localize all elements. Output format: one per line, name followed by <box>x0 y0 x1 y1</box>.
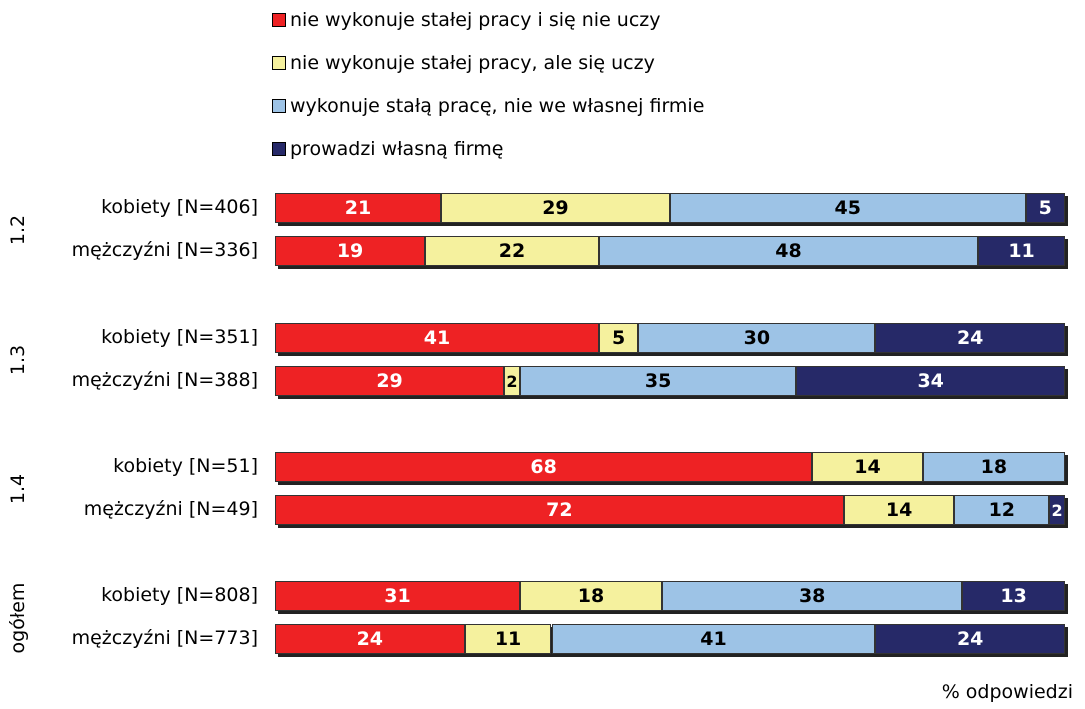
legend-item: nie wykonuje stałej pracy, ale się uczy <box>272 51 704 75</box>
category-label: mężczyźni [N=773] <box>71 627 258 649</box>
bar-segment: 2 <box>1049 495 1065 525</box>
bar-segment: 41 <box>275 323 599 353</box>
legend: nie wykonuje stałej pracy i się nie uczy… <box>272 8 704 180</box>
legend-swatch <box>272 56 286 70</box>
legend-label: nie wykonuje stałej pracy, ale się uczy <box>290 52 655 74</box>
bar-segment: 22 <box>425 236 599 266</box>
bar-segment: 24 <box>875 323 1065 353</box>
category-label: kobiety [N=51] <box>113 455 258 477</box>
group-label: 1.2 <box>7 214 29 245</box>
legend-item: nie wykonuje stałej pracy i się nie uczy <box>272 8 704 32</box>
bar-segment: 45 <box>670 193 1026 223</box>
bar-segment: 12 <box>954 495 1050 525</box>
category-label: mężczyźni [N=336] <box>71 239 258 261</box>
category-label: mężczyźni [N=388] <box>71 369 258 391</box>
bar-segment: 29 <box>440 193 670 223</box>
bar-segment: 5 <box>1025 193 1065 223</box>
bar-segment: 72 <box>275 495 844 525</box>
legend-label: nie wykonuje stałej pracy i się nie uczy <box>290 9 661 31</box>
bar-segment: 48 <box>598 236 979 266</box>
bar-segment: 35 <box>519 366 797 396</box>
bar-segment: 21 <box>275 193 441 223</box>
legend-swatch <box>272 99 286 113</box>
legend-item: wykonuje stałą pracę, nie we własnej fir… <box>272 94 704 118</box>
legend-swatch <box>272 13 286 27</box>
bar-segment: 24 <box>875 624 1065 654</box>
group-label: 1.3 <box>7 344 29 375</box>
bar-segment: 2 <box>504 366 520 396</box>
category-label: kobiety [N=351] <box>101 326 258 348</box>
bar-segment: 29 <box>275 366 505 396</box>
legend-label: prowadzi własną firmę <box>290 138 504 160</box>
bar-segment: 30 <box>638 323 876 353</box>
bar-segment: 11 <box>464 624 552 654</box>
group-label: ogółem <box>7 582 29 653</box>
bar-segment: 31 <box>275 581 520 611</box>
bar-segment: 13 <box>962 581 1065 611</box>
bar-segment: 24 <box>275 624 465 654</box>
category-label: kobiety [N=406] <box>101 196 258 218</box>
bar-segment: 11 <box>978 236 1065 266</box>
bar-segment: 41 <box>551 624 876 654</box>
bar-segment: 18 <box>922 452 1065 482</box>
group-label: 1.4 <box>7 473 29 504</box>
category-label: kobiety [N=808] <box>101 584 258 606</box>
bar-segment: 14 <box>812 452 923 482</box>
bar-segment: 18 <box>519 581 663 611</box>
bar-segment: 14 <box>843 495 955 525</box>
bar-segment: 5 <box>598 323 639 353</box>
bar-segment: 34 <box>796 366 1065 396</box>
x-axis-caption: % odpowiedzi <box>941 681 1073 703</box>
bar-segment: 68 <box>275 452 813 482</box>
legend-label: wykonuje stałą pracę, nie we własnej fir… <box>290 95 705 117</box>
category-label: mężczyźni [N=49] <box>83 498 258 520</box>
bar-segment: 38 <box>662 581 963 611</box>
bar-segment: 19 <box>275 236 426 266</box>
legend-item: prowadzi własną firmę <box>272 137 704 161</box>
legend-swatch <box>272 142 286 156</box>
